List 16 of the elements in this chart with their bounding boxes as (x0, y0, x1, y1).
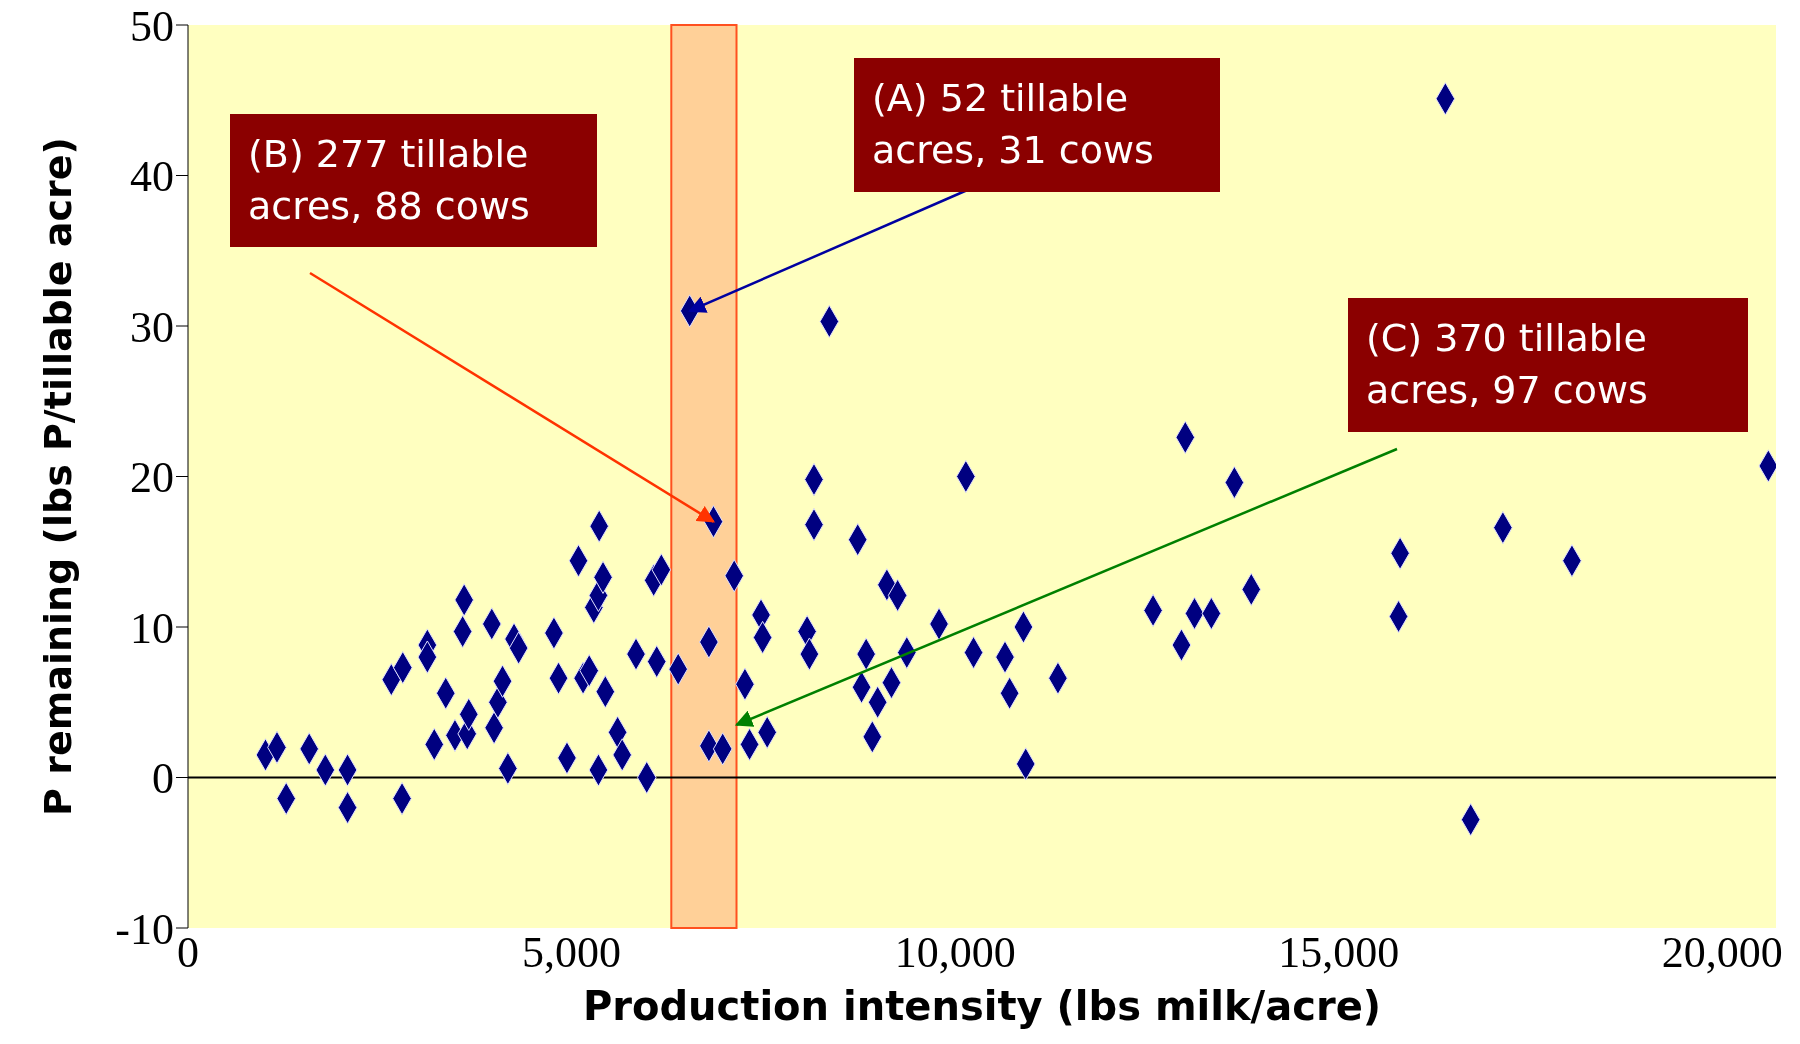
x-tick-label: 10,000 (894, 928, 1016, 978)
y-tick-label: 40 (130, 152, 174, 202)
x-tick-label: 15,000 (1278, 928, 1400, 978)
x-tick-label: 5,000 (522, 928, 622, 978)
y-tick-label: 20 (130, 453, 174, 503)
y-tick-label: 0 (152, 754, 174, 804)
y-tick-label: -10 (115, 904, 174, 954)
y-tick-label: 10 (130, 603, 174, 653)
annotation: (C) 370 tillable acres, 97 cows (1348, 298, 1748, 432)
annotation: (B) 277 tillable acres, 88 cows (230, 114, 597, 247)
annotation: (A) 52 tillable acres, 31 cows (854, 58, 1220, 192)
x-tick-label: 20,000 (1661, 928, 1783, 978)
y-tick-label: 50 (130, 1, 174, 51)
y-tick-label: 30 (130, 302, 174, 352)
y-axis-title: P remaining (lbs P/tillable acre) (36, 137, 81, 816)
x-axis-title: Production intensity (lbs milk/acre) (582, 983, 1382, 1029)
